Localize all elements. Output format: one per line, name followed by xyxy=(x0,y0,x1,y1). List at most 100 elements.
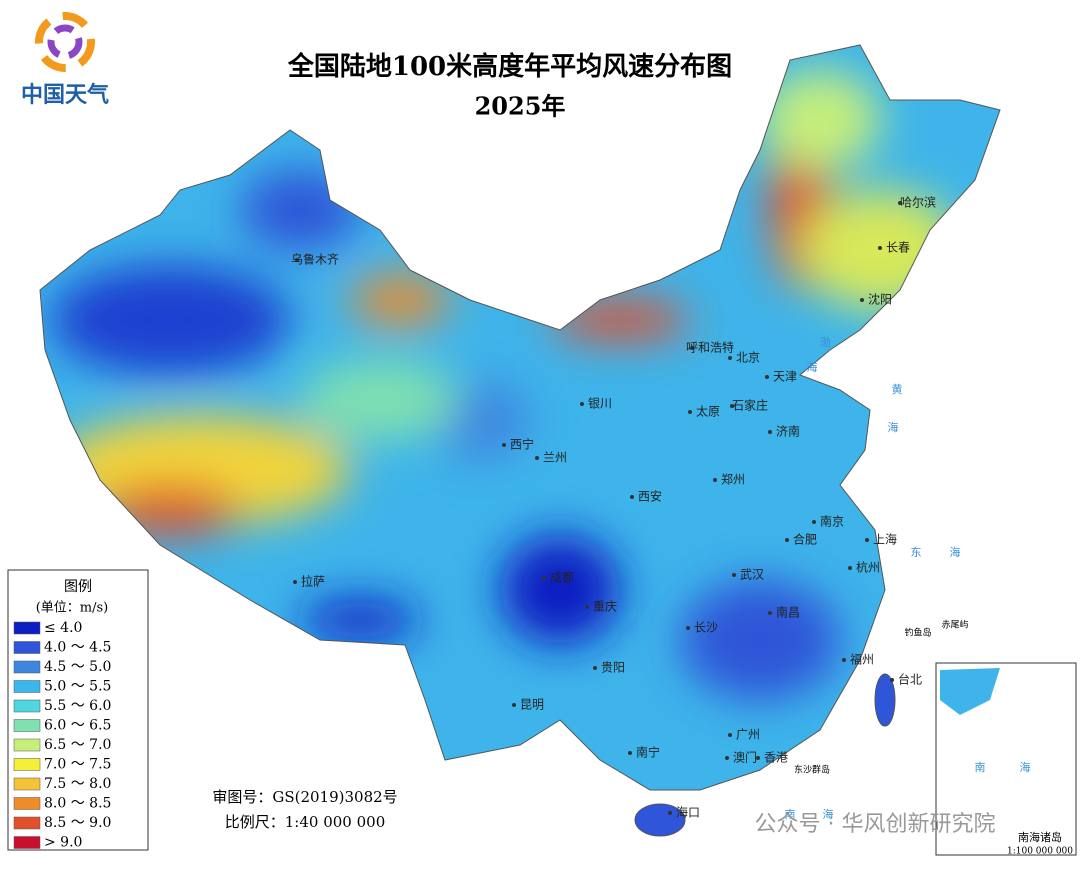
island-label: 东沙群岛 xyxy=(794,764,830,776)
legend-label: 5.0 ～ 5.5 xyxy=(44,679,111,695)
city-label: 重庆 xyxy=(593,600,617,614)
city-dot xyxy=(630,495,634,499)
city-dot xyxy=(593,666,597,670)
sea-label: 东 xyxy=(911,546,922,559)
legend-label: 4.5 ～ 5.0 xyxy=(44,659,111,675)
city-label: 郑州 xyxy=(721,472,745,487)
legend-label: 5.5 ～ 6.0 xyxy=(44,698,111,714)
inset-title: 南海诸岛 xyxy=(1018,830,1062,844)
sea-label: 海 xyxy=(888,420,899,434)
city-dot xyxy=(580,402,584,406)
legend-label: 4.0 ～ 4.5 xyxy=(44,640,111,656)
city-label: 香港 xyxy=(764,751,788,765)
scale: 比例尺：1:40 000 000 xyxy=(225,813,385,831)
sea-label: 海 xyxy=(807,360,818,374)
city-label: 西宁 xyxy=(510,437,534,452)
legend-swatch xyxy=(13,758,41,771)
city-label: 济南 xyxy=(776,424,800,439)
legend-swatch xyxy=(13,797,41,810)
legend-label: 6.5 ～ 7.0 xyxy=(44,737,111,753)
legend-items: ≤ 4.0 4.0 ～ 4.5 4.5 ～ 5.0 5.0 ～ 5.5 5.5 ～ 6.… xyxy=(13,620,111,851)
approval: 审图号：GS(2019)3082号 xyxy=(212,788,397,806)
city-dot xyxy=(542,576,546,580)
city-label: 西安 xyxy=(638,489,662,504)
city-dot xyxy=(293,580,297,584)
city-label: 昆明 xyxy=(520,698,544,712)
city-dot xyxy=(756,756,760,760)
border xyxy=(39,44,1001,791)
sea-label: 海 xyxy=(950,545,961,559)
city-label: 南京 xyxy=(820,514,844,529)
city-label: 贵阳 xyxy=(601,661,625,675)
city-dot xyxy=(725,756,729,760)
legend-unit: (单位：m/s) xyxy=(36,601,109,616)
legend-swatch xyxy=(13,738,41,752)
legend-swatch xyxy=(13,621,41,635)
city-dot xyxy=(860,298,864,302)
city-label: 福州 xyxy=(850,652,874,667)
legend-swatch xyxy=(13,719,41,732)
city-label: 沈阳 xyxy=(868,292,892,307)
city-label: 海口 xyxy=(676,805,700,820)
inset-sea: 南 xyxy=(975,761,986,774)
inset-sea: 海 xyxy=(1020,760,1031,774)
city-label: 南宁 xyxy=(636,745,660,760)
city-label: 长沙 xyxy=(694,621,718,635)
city-dot xyxy=(502,443,506,447)
logo-text: 中国天气 xyxy=(21,82,109,108)
city-dot xyxy=(512,703,516,707)
city-label: 武汉 xyxy=(740,568,764,582)
legend-label: 8.0 ～ 8.5 xyxy=(44,796,111,812)
island-label: 钓鱼岛 xyxy=(904,627,931,639)
city-label: 天津 xyxy=(773,370,797,384)
city-dot xyxy=(768,430,772,434)
legend-swatch xyxy=(13,816,41,830)
city-label: 合肥 xyxy=(793,532,817,547)
city-label: 银川 xyxy=(588,397,612,411)
city-label: 杭州 xyxy=(856,560,880,575)
city-label: 上海 xyxy=(873,532,897,547)
city-label: 成都 xyxy=(550,571,574,585)
city-label: 台北 xyxy=(898,672,922,687)
city-dot xyxy=(628,751,632,755)
legend-swatch xyxy=(13,836,41,849)
city-label: 广州 xyxy=(736,728,760,742)
city-label: 南昌 xyxy=(776,605,800,620)
sea-label: 渤 xyxy=(820,336,831,349)
city-dot xyxy=(295,258,299,262)
city-dot xyxy=(713,478,717,482)
city-label: 石家庄 xyxy=(732,398,768,413)
city-label: 拉萨 xyxy=(301,574,325,589)
city-dot xyxy=(585,605,589,609)
island-label: 赤尾屿 xyxy=(941,620,968,631)
city-dot xyxy=(686,626,690,630)
city-dot xyxy=(535,456,539,460)
city-dot xyxy=(688,410,692,414)
city-dot xyxy=(812,520,816,524)
watermark: 公众号 · 华风创新研究院 xyxy=(755,812,996,837)
city-label: 呼和浩特 xyxy=(686,340,734,355)
city-dot xyxy=(690,346,694,350)
inset-land xyxy=(940,668,1000,715)
legend-title: 图例 xyxy=(64,579,92,595)
city-dot xyxy=(890,678,894,682)
city-dot xyxy=(842,658,846,662)
city-dot xyxy=(768,611,772,615)
logo: 中国天气 xyxy=(21,12,109,108)
legend-swatch xyxy=(13,660,41,674)
hainan xyxy=(634,803,686,837)
city-dot xyxy=(668,811,672,815)
city-dot xyxy=(865,538,869,542)
city-label: 北京 xyxy=(736,351,760,365)
taiwan xyxy=(874,673,896,727)
sea-label: 海 xyxy=(823,807,834,821)
title: 全国陆地100米高度年平均风速分布图 xyxy=(287,51,732,82)
city-label: 太原 xyxy=(696,404,720,419)
city-label: 哈尔滨 xyxy=(900,195,936,210)
city-label: 长春 xyxy=(886,241,910,255)
legend-swatch xyxy=(13,777,41,791)
city-label: 兰州 xyxy=(543,451,567,465)
city-dot xyxy=(878,246,882,250)
